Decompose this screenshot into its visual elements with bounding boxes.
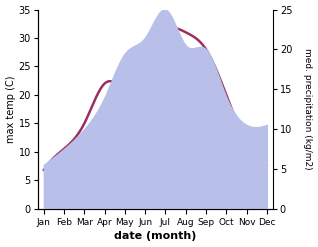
X-axis label: date (month): date (month) [114, 231, 197, 242]
Y-axis label: max temp (C): max temp (C) [5, 75, 16, 143]
Y-axis label: med. precipitation (kg/m2): med. precipitation (kg/m2) [303, 48, 313, 170]
